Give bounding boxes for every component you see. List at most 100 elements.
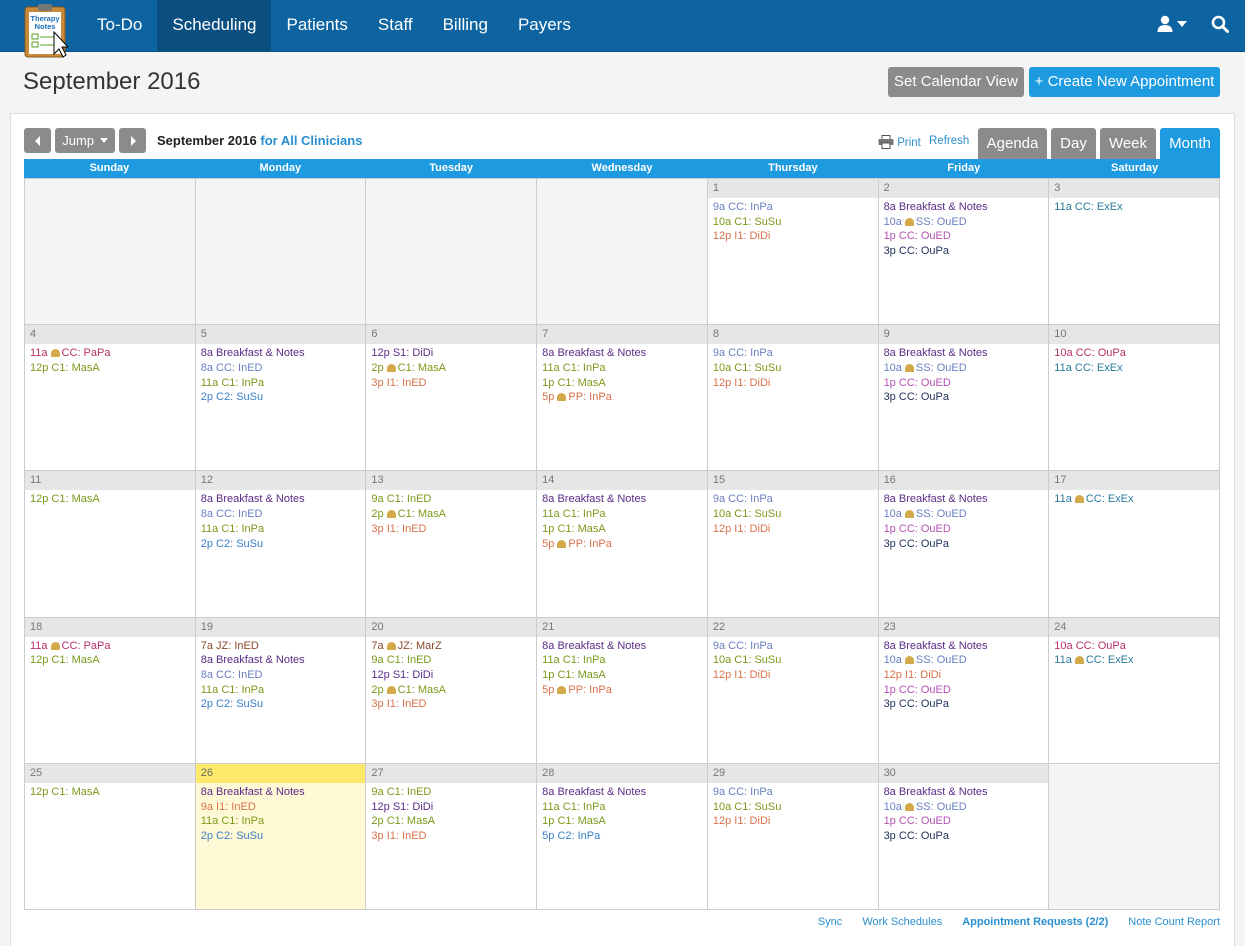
day-cell-17[interactable]: 17 11a CC: ExEx xyxy=(1049,471,1220,618)
appointment[interactable]: 8a Breakfast & Notes xyxy=(542,346,707,361)
appointment[interactable]: 9a C1: InED xyxy=(371,492,536,507)
day-cell-10[interactable]: 10 10a CC: OuPa 11a CC: ExEx xyxy=(1049,325,1220,472)
appointment[interactable]: 11a CC: ExEx xyxy=(1054,653,1219,668)
appointment[interactable]: 10a CC: OuPa xyxy=(1054,346,1219,361)
day-number[interactable]: 6 xyxy=(366,325,537,345)
appointment[interactable]: 1p C1: MasA xyxy=(542,522,707,537)
day-cell-15[interactable]: 15 9a CC: InPa 10a C1: SuSu 12p I1: DiDi xyxy=(707,471,879,618)
appointment[interactable]: 11a C1: InPa xyxy=(542,653,707,668)
appointment[interactable]: 10a C1: SuSu xyxy=(713,361,878,376)
day-cell-4[interactable]: 4 11a CC: PaPa 12p C1: MasA xyxy=(25,325,196,472)
jump-dropdown[interactable]: Jump xyxy=(55,128,115,153)
appointment[interactable]: 10a C1: SuSu xyxy=(713,800,878,815)
appointment[interactable]: 8a Breakfast & Notes xyxy=(201,346,366,361)
refresh-link[interactable]: Refresh xyxy=(929,135,970,147)
appointment[interactable]: 10a SS: OuED xyxy=(884,361,1049,376)
appointment[interactable]: 1p CC: OuED xyxy=(884,376,1049,391)
sync-link[interactable]: Sync xyxy=(817,916,843,928)
appointment[interactable]: 2p C1: MasA xyxy=(371,507,536,522)
day-cell-8[interactable]: 8 9a CC: InPa 10a C1: SuSu 12p I1: DiDi xyxy=(707,325,879,472)
appointment[interactable]: 2p C2: SuSu xyxy=(201,697,366,712)
appointment[interactable]: 3p CC: OuPa xyxy=(884,244,1049,259)
day-number[interactable]: 15 xyxy=(707,471,878,491)
day-cell-21[interactable]: 21 8a Breakfast & Notes 11a C1: InPa 1p C1:… xyxy=(537,617,708,764)
nav-scheduling[interactable]: Scheduling xyxy=(157,0,272,52)
appointment[interactable]: 1p C1: MasA xyxy=(542,814,707,829)
day-cell-11[interactable]: 11 12p C1: MasA xyxy=(25,471,196,618)
day-cell-2[interactable]: 2 8a Breakfast & Notes 10a SS: OuED 1p CC: O… xyxy=(878,179,1050,326)
appointment[interactable]: 10a SS: OuED xyxy=(884,800,1049,815)
appointment[interactable]: 11a CC: PaPa xyxy=(30,346,195,361)
appointment[interactable]: 3p CC: OuPa xyxy=(884,829,1049,844)
appointment[interactable]: 5p PP: InPa xyxy=(542,683,707,698)
appointment[interactable]: 8a Breakfast & Notes xyxy=(201,653,366,668)
appointment[interactable]: 8a Breakfast & Notes xyxy=(884,785,1049,800)
appointment[interactable]: 11a C1: InPa xyxy=(542,800,707,815)
appointment[interactable]: 11a C1: InPa xyxy=(201,683,366,698)
create-appointment-button[interactable]: + Create New Appointment xyxy=(1029,67,1220,97)
day-number[interactable]: 10 xyxy=(1049,325,1219,345)
appointment[interactable]: 8a Breakfast & Notes xyxy=(542,492,707,507)
day-cell-12[interactable]: 12 8a Breakfast & Notes 8a CC: InED 11a C1:… xyxy=(195,471,367,618)
appointment[interactable]: 11a C1: InPa xyxy=(201,814,366,829)
day-cell-3[interactable]: 3 11a CC: ExEx xyxy=(1049,179,1220,326)
appointment[interactable]: 9a I1: InED xyxy=(201,800,366,815)
work-schedules-link[interactable]: Work Schedules xyxy=(862,916,943,928)
appointment[interactable]: 10a SS: OuED xyxy=(884,653,1049,668)
appointment[interactable]: 8a Breakfast & Notes xyxy=(884,492,1049,507)
appointment[interactable]: 7a JZ: MarZ xyxy=(371,639,536,654)
day-cell-23[interactable]: 23 8a Breakfast & Notes 10a SS: OuED 12p I1:… xyxy=(878,617,1050,764)
appointment[interactable]: 10a C1: SuSu xyxy=(713,215,878,230)
day-number[interactable]: 23 xyxy=(878,617,1049,637)
appointment[interactable]: 5p PP: InPa xyxy=(542,390,707,405)
appointment[interactable]: 8a CC: InED xyxy=(201,507,366,522)
appointment[interactable]: 12p I1: DiDi xyxy=(713,522,878,537)
day-number[interactable]: 27 xyxy=(366,763,537,783)
day-number[interactable]: 16 xyxy=(878,471,1049,491)
nav-billing[interactable]: Billing xyxy=(442,15,488,34)
day-number[interactable]: 5 xyxy=(195,325,366,345)
appointment[interactable]: 10a SS: OuED xyxy=(884,215,1049,230)
nav-staff[interactable]: Staff xyxy=(377,15,413,34)
day-cell-18[interactable]: 18 11a CC: PaPa 12p C1: MasA xyxy=(25,617,196,764)
day-number[interactable]: 19 xyxy=(195,617,366,637)
day-number[interactable]: 12 xyxy=(195,471,366,491)
day-cell-30[interactable]: 30 8a Breakfast & Notes 10a SS: OuED 1p CC: … xyxy=(878,763,1050,910)
day-cell-24[interactable]: 24 10a CC: OuPa 11a CC: ExEx xyxy=(1049,617,1220,764)
day-number[interactable]: 17 xyxy=(1049,471,1219,491)
day-number[interactable]: 29 xyxy=(707,763,878,783)
day-number[interactable]: 4 xyxy=(25,325,195,345)
day-cell-6[interactable]: 6 12p S1: DiDi 2p C1: MasA 3p I1: InED xyxy=(366,325,538,472)
appointment[interactable]: 5p C2: InPa xyxy=(542,829,707,844)
appointment[interactable]: 3p CC: OuPa xyxy=(884,537,1049,552)
therapy-notes-logo[interactable]: Therapy Notes xyxy=(24,4,70,60)
day-number[interactable]: 7 xyxy=(537,325,707,345)
appointment[interactable]: 3p CC: OuPa xyxy=(884,697,1049,712)
user-menu-icon[interactable] xyxy=(1157,15,1189,38)
appointment[interactable]: 12p S1: DiDi xyxy=(371,346,536,361)
appointment[interactable]: 1p C1: MasA xyxy=(542,376,707,391)
day-number[interactable]: 8 xyxy=(707,325,878,345)
day-cell-29[interactable]: 29 9a CC: InPa 10a C1: SuSu 12p I1: DiDi xyxy=(707,763,879,910)
appointment[interactable]: 3p CC: OuPa xyxy=(884,390,1049,405)
tab-month[interactable]: Month xyxy=(1160,128,1220,159)
set-calendar-view-button[interactable]: Set Calendar View xyxy=(888,67,1024,97)
appointment[interactable]: 11a CC: ExEx xyxy=(1054,200,1219,215)
day-cell-22[interactable]: 22 9a CC: InPa 10a C1: SuSu 12p I1: DiDi xyxy=(707,617,879,764)
appointment[interactable]: 1p CC: OuED xyxy=(884,229,1049,244)
nav-patients[interactable]: Patients xyxy=(286,15,348,34)
nav-to-do[interactable]: To-Do xyxy=(97,15,143,34)
appointment[interactable]: 8a Breakfast & Notes xyxy=(542,639,707,654)
appointment[interactable]: 5p PP: InPa xyxy=(542,537,707,552)
clinician-filter-link[interactable]: for All Clinicians xyxy=(260,133,363,148)
appointment[interactable]: 1p CC: OuED xyxy=(884,814,1049,829)
appointment[interactable]: 12p I1: DiDi xyxy=(713,814,878,829)
appointment[interactable]: 3p I1: InED xyxy=(371,376,536,391)
appointment[interactable]: 8a Breakfast & Notes xyxy=(201,785,366,800)
day-number[interactable]: 13 xyxy=(366,471,537,491)
day-number[interactable]: 3 xyxy=(1049,179,1219,198)
day-cell-14[interactable]: 14 8a Breakfast & Notes 11a C1: InPa 1p C1:… xyxy=(537,471,708,618)
appointment[interactable]: 8a Breakfast & Notes xyxy=(884,639,1049,654)
day-number[interactable]: 25 xyxy=(25,763,195,783)
appointment[interactable]: 12p S1: DiDi xyxy=(371,668,536,683)
